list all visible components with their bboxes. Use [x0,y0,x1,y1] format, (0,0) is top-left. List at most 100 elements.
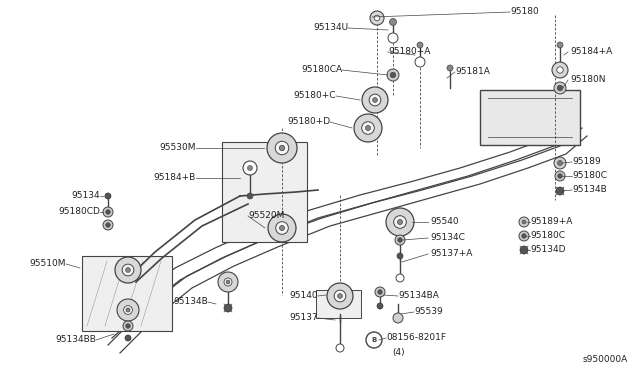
Circle shape [390,19,397,26]
Text: 95180: 95180 [510,7,539,16]
Circle shape [125,324,131,328]
Text: 95181A: 95181A [455,67,490,77]
Text: 95134B: 95134B [173,298,208,307]
Text: 95184+A: 95184+A [570,48,612,57]
Circle shape [394,216,406,228]
Text: 95189+A: 95189+A [530,218,572,227]
Circle shape [354,114,382,142]
Text: 95180+A: 95180+A [388,48,430,57]
Circle shape [388,33,398,43]
Circle shape [268,214,296,242]
Circle shape [115,257,141,283]
Text: 95180CA: 95180CA [301,65,342,74]
Text: 95134U: 95134U [313,23,348,32]
Circle shape [267,133,297,163]
Bar [480,90,580,145]
Circle shape [122,264,134,276]
Circle shape [103,220,113,230]
Text: 95510M: 95510M [29,260,66,269]
Circle shape [396,274,404,282]
Circle shape [519,231,529,241]
Circle shape [557,85,563,91]
Text: 95180+D: 95180+D [287,118,330,126]
Circle shape [519,217,529,227]
Text: 95189: 95189 [572,157,601,167]
Circle shape [369,94,381,106]
Circle shape [327,283,353,309]
Circle shape [370,11,384,25]
Circle shape [556,187,564,195]
Text: 95530M: 95530M [159,144,196,153]
Circle shape [522,234,526,238]
Circle shape [276,222,288,234]
Circle shape [117,299,139,321]
Text: 95180N: 95180N [570,76,605,84]
Circle shape [557,174,563,178]
Circle shape [224,304,232,312]
Circle shape [103,207,113,217]
Circle shape [126,308,130,312]
Circle shape [362,87,388,113]
Circle shape [386,208,414,236]
Circle shape [397,253,403,259]
Bar [316,290,361,318]
Circle shape [557,67,563,73]
Circle shape [557,42,563,48]
Circle shape [555,171,565,181]
Text: 95540: 95540 [430,218,459,227]
Circle shape [378,290,382,294]
Circle shape [338,294,342,298]
Circle shape [275,141,289,155]
Text: 95184+B: 95184+B [154,173,196,183]
Circle shape [522,220,526,224]
Circle shape [334,290,346,302]
Circle shape [280,225,285,231]
Circle shape [366,332,382,348]
Text: 95134D: 95134D [530,246,566,254]
Circle shape [372,98,378,102]
Text: 95180CD: 95180CD [58,208,100,217]
Circle shape [243,161,257,175]
Text: s950000A: s950000A [583,356,628,365]
Bar [82,256,172,331]
Circle shape [393,313,403,323]
Circle shape [124,306,132,314]
Circle shape [125,335,131,341]
Circle shape [417,42,423,48]
Circle shape [279,145,285,151]
Text: 95180C: 95180C [530,231,565,241]
Circle shape [390,72,396,78]
Circle shape [387,69,399,81]
Bar [222,142,307,242]
Text: 95140: 95140 [289,292,318,301]
Circle shape [106,210,110,214]
Circle shape [125,268,131,272]
Text: 95137: 95137 [289,314,318,323]
Text: 95134B: 95134B [572,186,607,195]
Circle shape [247,193,253,199]
Text: 95520M: 95520M [248,212,284,221]
Text: 95137+A: 95137+A [430,250,472,259]
Text: 95180C: 95180C [572,171,607,180]
Text: 95134BA: 95134BA [398,292,439,301]
Text: (4): (4) [392,347,404,356]
Text: 08156-8201F: 08156-8201F [386,334,446,343]
Circle shape [395,235,405,245]
Circle shape [375,287,385,297]
Text: 95539: 95539 [414,308,443,317]
Circle shape [377,303,383,309]
Circle shape [397,238,403,242]
Circle shape [447,65,453,71]
Text: 95134C: 95134C [430,234,465,243]
Circle shape [106,223,110,227]
Circle shape [554,157,566,169]
Circle shape [415,57,425,67]
Text: 95180+C: 95180+C [294,92,336,100]
Circle shape [105,193,111,199]
Circle shape [218,272,238,292]
Text: 95134BB: 95134BB [55,336,96,344]
Circle shape [248,166,253,170]
Circle shape [224,278,232,286]
Text: B: B [371,337,376,343]
Circle shape [226,280,230,284]
